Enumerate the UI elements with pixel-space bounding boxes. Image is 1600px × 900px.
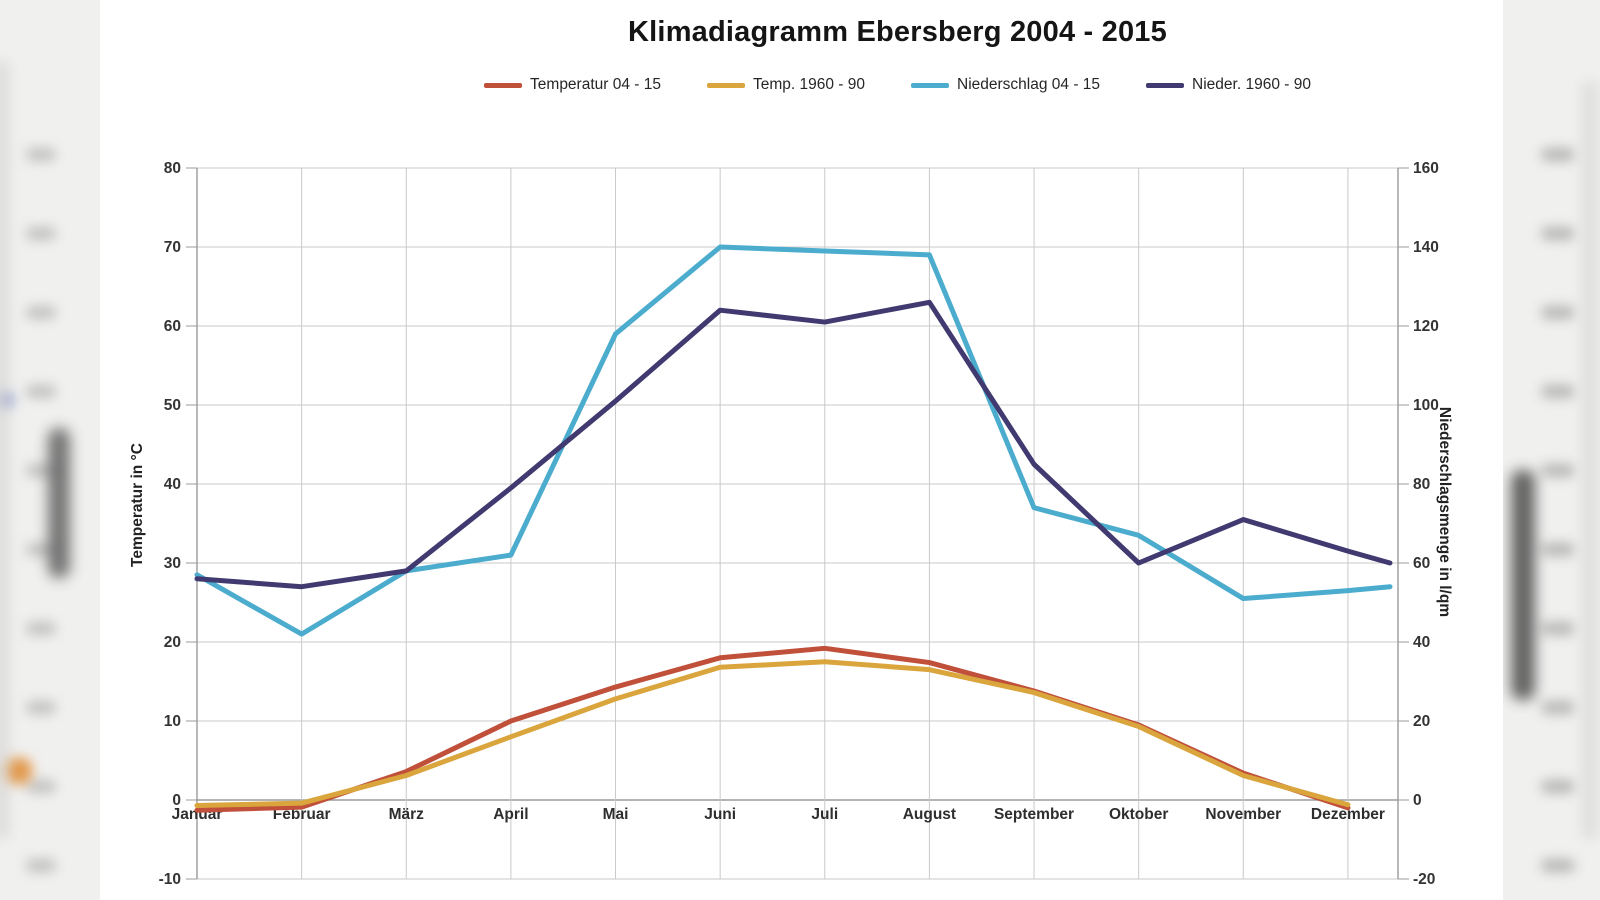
left-axis-tick-label: 60 [164, 318, 181, 335]
left-axis-tick-label: -10 [159, 871, 181, 888]
blurred-background-element [26, 780, 56, 793]
blurred-background-element [1541, 148, 1575, 161]
blurred-left-margin [0, 0, 101, 900]
right-axis-tick-label: 140 [1413, 239, 1439, 256]
x-axis-month-label: Mai [603, 806, 629, 823]
x-axis-month-label: November [1205, 806, 1281, 823]
legend-line-swatch [484, 82, 523, 88]
series-line-temp-1960-90 [194, 659, 1351, 809]
blurred-background-element [1541, 227, 1575, 240]
blurred-background-element [26, 148, 56, 161]
chart-title: Klimadiagramm Ebersberg 2004 - 2015 [628, 16, 1167, 48]
left-axis-title: Temperatur in °C [129, 443, 146, 567]
right-axis-tick-label: 0 [1413, 792, 1422, 809]
left-axis-tick-label: 20 [164, 634, 181, 651]
blurred-background-element [26, 306, 56, 319]
x-axis-month-label: März [389, 806, 425, 823]
blurred-background-element [1511, 470, 1535, 700]
x-axis-month-label: Februar [273, 806, 331, 823]
chart-panel: Klimadiagramm Ebersberg 2004 - 2015 Temp… [100, 0, 1503, 900]
x-axis-month-label: September [994, 806, 1074, 823]
left-axis-tick-label: 80 [164, 160, 181, 177]
blurred-background-element [1581, 80, 1599, 840]
blurred-background-element [1541, 780, 1575, 793]
right-axis-tick-label: 80 [1413, 476, 1430, 493]
legend-line-swatch [707, 82, 745, 88]
blurred-background-element [1541, 306, 1575, 319]
blurred-background-element [26, 227, 56, 240]
right-axis-tick-label: 40 [1413, 634, 1430, 651]
legend-item-niederschlag-04-15: Niederschlag 04 - 15 [911, 76, 1100, 94]
right-axis-title: Niederschlagsmenge in l/qm [1436, 407, 1453, 617]
right-axis-tick-label: -20 [1413, 871, 1435, 888]
right-axis-tick-label: 60 [1413, 555, 1430, 572]
legend-label: Temperatur 04 - 15 [530, 76, 661, 93]
blurred-background-element [0, 60, 10, 840]
blurred-background-element [1541, 385, 1575, 398]
legend-label: Niederschlag 04 - 15 [957, 76, 1101, 93]
legend-item-temperatur-04-15: Temperatur 04 - 15 [484, 76, 661, 94]
blurred-background-element [1541, 464, 1575, 477]
right-axis-tick-label: 100 [1413, 397, 1439, 414]
left-axis-tick-label: 30 [164, 555, 181, 572]
blurred-background-element [1541, 701, 1575, 714]
x-axis-month-label: August [903, 806, 956, 823]
legend-item-nieder-1960-90: Nieder. 1960 - 90 [1146, 76, 1311, 94]
x-axis-month-label: Juli [811, 806, 838, 823]
legend-item-temp-1960-90: Temp. 1960 - 90 [707, 76, 865, 94]
x-axis-month-label: April [493, 806, 528, 823]
blurred-background-element [26, 701, 56, 714]
legend-line-swatch [911, 82, 950, 88]
blurred-background-element [1541, 859, 1575, 872]
left-axis-tick-label: 10 [164, 713, 181, 730]
x-axis-month-label: Dezember [1311, 806, 1385, 823]
series-line-nieder-1960-90 [194, 299, 1393, 590]
blurred-background-element [26, 385, 56, 398]
blurred-background-element [48, 428, 70, 578]
x-axis-month-label: Oktober [1109, 806, 1168, 823]
left-axis-tick-label: 50 [164, 397, 181, 414]
legend-label: Temp. 1960 - 90 [753, 76, 866, 93]
left-axis-tick-label: 0 [172, 792, 181, 809]
blurred-right-margin [1502, 0, 1600, 900]
chart-legend: Temperatur 04 - 15 Temp. 1960 - 90 Nieders… [297, 76, 1498, 94]
blurred-background-element [1541, 622, 1575, 635]
right-axis-tick-label: 20 [1413, 713, 1430, 730]
left-axis-tick-label: 40 [164, 476, 181, 493]
blurred-background-element [26, 859, 56, 872]
x-axis-month-label: Juni [704, 806, 736, 823]
legend-line-swatch [1146, 82, 1185, 88]
right-axis-tick-label: 120 [1413, 318, 1439, 335]
legend-label: Nieder. 1960 - 90 [1192, 76, 1311, 93]
right-axis-tick-label: 160 [1413, 160, 1439, 177]
blurred-background-element [26, 622, 56, 635]
left-axis-tick-label: 70 [164, 239, 181, 256]
blurred-background-element [1541, 543, 1575, 556]
